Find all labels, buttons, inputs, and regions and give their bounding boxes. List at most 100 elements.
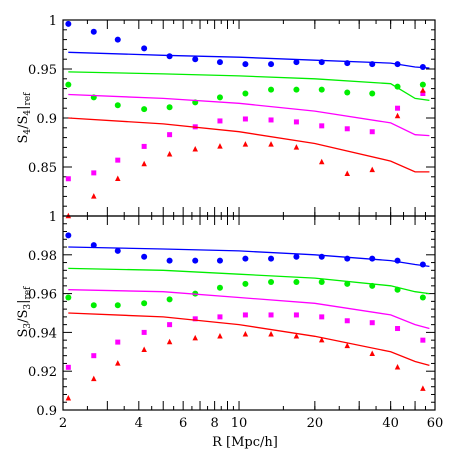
data-point (242, 255, 249, 262)
data-point (192, 316, 198, 322)
data-point (114, 302, 121, 309)
series-line (68, 312, 430, 367)
data-point (192, 56, 199, 63)
data-point (166, 338, 173, 345)
data-point (115, 157, 121, 163)
data-point (420, 337, 426, 343)
data-point (420, 385, 426, 391)
data-point (242, 331, 249, 337)
data-point (319, 314, 325, 320)
data-point (369, 350, 375, 356)
x-tick-label: 60 (427, 416, 444, 431)
data-point (344, 89, 351, 96)
series-line (68, 267, 430, 295)
bottom-panel: 2 4 6 8 10 20 40 60 0.9 0.92 0.94 0.96 0.98 1 (28, 210, 443, 431)
data-point (318, 278, 325, 285)
data-point (268, 312, 274, 318)
data-point (318, 59, 325, 66)
data-point (268, 255, 275, 262)
data-point (141, 253, 148, 260)
data-point (166, 104, 173, 111)
data-point (166, 257, 173, 264)
data-point (91, 170, 97, 176)
data-point (293, 278, 300, 285)
data-point (394, 61, 401, 68)
data-point (141, 329, 147, 335)
y-axis-label-top: S4/S4|ref (16, 92, 33, 144)
data-point (217, 118, 223, 124)
x-tick-label: 4 (135, 416, 143, 431)
y-axis-label-bottom: S3/S3|ref (16, 286, 33, 338)
data-point (217, 143, 223, 149)
x-axis-label: R [Mpc/h] (212, 435, 278, 450)
y-tick-label: 1 (49, 210, 57, 225)
data-point (344, 342, 351, 349)
data-point (217, 314, 223, 320)
data-point (395, 105, 401, 111)
data-point (419, 81, 426, 88)
data-point (394, 112, 401, 119)
data-point (167, 322, 173, 328)
data-point (216, 257, 223, 264)
x-tick-label: 2 (59, 416, 67, 431)
data-point (141, 45, 148, 52)
plot-frame (62, 19, 436, 217)
data-point (91, 193, 97, 199)
data-point (344, 170, 351, 177)
data-point (293, 144, 300, 150)
data-point (369, 320, 375, 326)
data-point (141, 160, 147, 167)
data-point (217, 332, 223, 339)
data-point (394, 364, 401, 370)
data-point (394, 286, 401, 293)
y-tick-label: 0.92 (28, 365, 57, 380)
data-point (344, 255, 351, 262)
data-point (293, 86, 300, 93)
data-point (369, 90, 376, 97)
data-point (293, 312, 299, 318)
data-point (420, 91, 426, 96)
data-point (318, 86, 325, 93)
data-point (344, 126, 350, 132)
data-point (395, 326, 401, 332)
data-point (91, 353, 97, 359)
data-point (192, 257, 199, 264)
data-point (420, 87, 426, 93)
data-point (166, 150, 173, 157)
data-point (268, 278, 275, 285)
x-tick-label: 6 (179, 416, 187, 431)
data-point (167, 132, 173, 138)
data-point (114, 102, 121, 109)
data-point (268, 61, 275, 68)
data-point (268, 141, 274, 147)
data-point (318, 253, 325, 260)
data-point (293, 253, 300, 260)
data-point (216, 59, 223, 66)
data-point (141, 300, 148, 307)
data-point (65, 232, 72, 239)
y-tick-label: 0.9 (36, 404, 57, 419)
data-point (65, 81, 72, 88)
data-point (65, 176, 71, 182)
data-point (319, 123, 325, 129)
data-point (318, 158, 325, 165)
data-point (242, 90, 249, 97)
data-point (114, 36, 121, 43)
data-point (166, 53, 173, 60)
y-tick-label: 1 (49, 14, 57, 29)
data-point (369, 282, 376, 289)
x-tick-label: 40 (382, 416, 399, 431)
data-point (293, 332, 300, 339)
data-point (242, 141, 249, 147)
series-line (68, 289, 430, 330)
data-point (242, 280, 249, 287)
data-point (141, 346, 147, 353)
data-point (369, 255, 376, 262)
series-line (68, 246, 430, 268)
data-point (242, 61, 249, 68)
data-point (216, 94, 223, 101)
plot-frame (62, 215, 436, 411)
series-line (68, 117, 430, 173)
data-point (293, 119, 299, 125)
